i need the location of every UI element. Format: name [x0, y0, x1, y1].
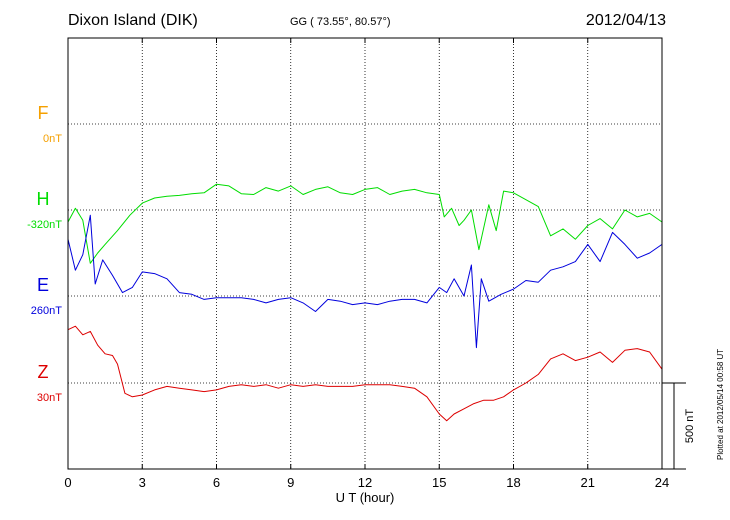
series-offset-f: 0nT	[43, 133, 62, 145]
series-offset-h: -320nT	[27, 219, 62, 231]
x-tick-label: 24	[655, 475, 669, 490]
series-labels: F 0nT H -320nT E 260nT Z 30nT	[27, 103, 62, 404]
x-tick-label: 6	[213, 475, 220, 490]
series-line-e	[67, 214, 663, 349]
series-name-f: F	[38, 103, 49, 123]
station-title: Dixon Island (DIK)	[68, 12, 198, 29]
series-offset-z: 30nT	[37, 392, 62, 404]
series-line-h	[67, 183, 663, 264]
series-line-z	[67, 325, 663, 422]
series-offset-e: 260nT	[31, 305, 62, 317]
x-tick-label: 9	[287, 475, 294, 490]
observation-date: 2012/04/13	[585, 12, 666, 29]
x-tick-label: 18	[506, 475, 520, 490]
series-name-z: Z	[38, 362, 49, 382]
geographic-coordinates: GG ( 73.55°, 80.57°)	[290, 16, 391, 28]
series-name-h: H	[37, 189, 50, 209]
series-traces	[67, 183, 663, 422]
grid-lines	[68, 38, 662, 469]
x-tick-label: 12	[358, 475, 372, 490]
x-tick-label: 21	[581, 475, 595, 490]
x-axis-label: U T (hour)	[336, 490, 395, 505]
x-tick-label: 15	[432, 475, 446, 490]
scale-bar-label: 500 nT	[684, 409, 696, 444]
scale-bar: 500 nT	[662, 382, 696, 470]
x-tick-label: 0	[64, 475, 71, 490]
series-name-e: E	[37, 275, 49, 295]
x-ticks: 0 3 6 9 12 15 18 21 24	[64, 38, 669, 490]
x-tick-label: 3	[139, 475, 146, 490]
